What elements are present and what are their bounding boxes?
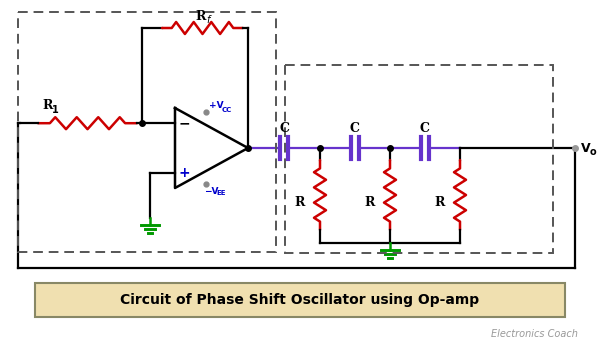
Text: C: C <box>420 121 430 135</box>
Text: +: + <box>178 166 190 180</box>
Text: C: C <box>350 121 360 135</box>
Text: CC: CC <box>221 107 232 113</box>
FancyBboxPatch shape <box>35 283 565 317</box>
Text: R: R <box>295 197 305 209</box>
Text: f: f <box>207 15 210 25</box>
Text: R: R <box>196 10 206 22</box>
Text: −: − <box>178 116 190 130</box>
Text: V: V <box>581 142 590 156</box>
Text: 1: 1 <box>52 105 58 115</box>
Text: EE: EE <box>217 190 226 196</box>
Text: Electronics Coach: Electronics Coach <box>491 329 578 339</box>
Text: R: R <box>365 197 375 209</box>
Text: C: C <box>279 121 289 135</box>
Text: +V: +V <box>209 101 223 110</box>
Text: Circuit of Phase Shift Oscillator using Op-amp: Circuit of Phase Shift Oscillator using … <box>121 293 479 307</box>
Text: R: R <box>43 99 53 112</box>
Text: o: o <box>590 147 596 157</box>
Text: −V: −V <box>203 187 218 196</box>
Text: R: R <box>435 197 445 209</box>
